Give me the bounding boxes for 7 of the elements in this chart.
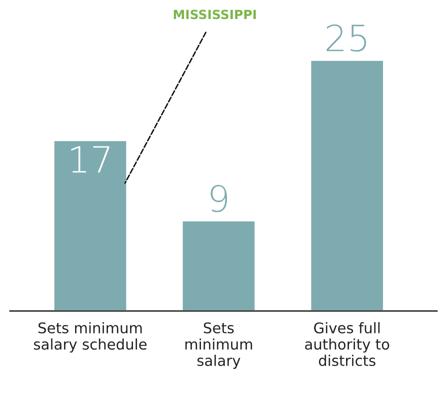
text: MISSISSIPPI [174,10,256,20]
x-tick-label: Sets minimum salary schedule [34,322,147,353]
x-tick-label: Sets minimum salary [185,322,252,369]
data-label: 17 [71,146,110,173]
x-tick-label: Gives full authority to districts [305,322,390,366]
data-label: 9 [210,184,228,212]
data-label: 25 [326,24,366,52]
